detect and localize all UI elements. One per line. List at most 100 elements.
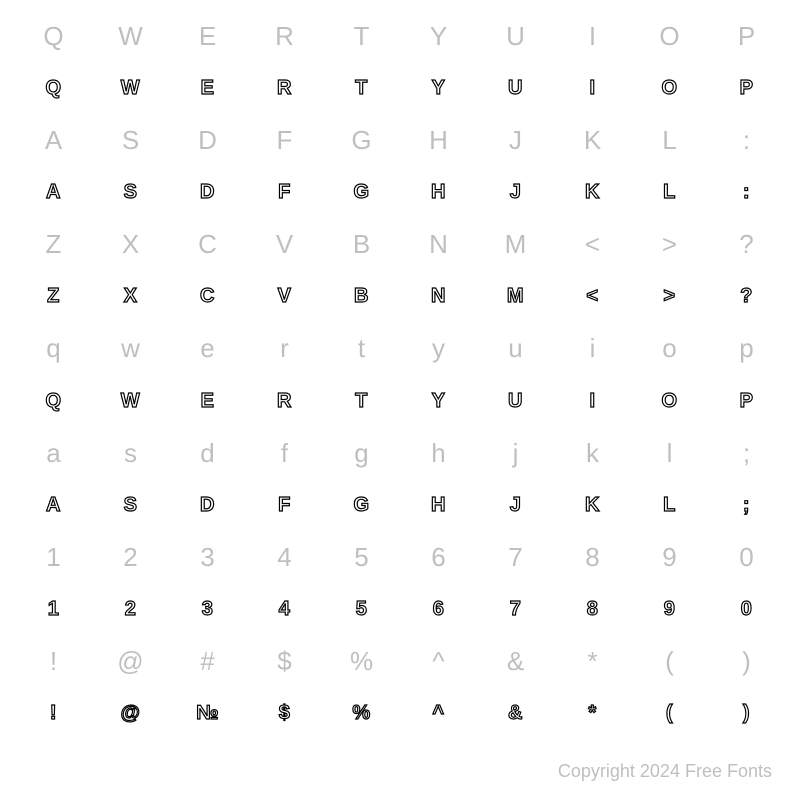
reference-glyph: ; xyxy=(743,438,750,469)
char-cell: ; xyxy=(708,479,785,531)
char-cell: ; xyxy=(708,427,785,479)
char-cell: T xyxy=(323,62,400,114)
char-cell: 0 xyxy=(708,531,785,583)
char-cell: w xyxy=(92,323,169,375)
char-cell: : xyxy=(708,114,785,166)
char-cell: r xyxy=(246,323,323,375)
reference-glyph: 5 xyxy=(354,542,368,573)
display-glyph: I xyxy=(589,77,595,100)
char-cell: D xyxy=(169,479,246,531)
reference-glyph: ) xyxy=(742,646,751,677)
char-cell: P xyxy=(708,62,785,114)
char-cell: 9 xyxy=(631,584,708,636)
display-glyph: W xyxy=(121,77,140,100)
display-glyph: W xyxy=(121,390,140,413)
char-cell: E xyxy=(169,10,246,62)
display-glyph: * xyxy=(588,702,596,725)
char-cell: e xyxy=(169,323,246,375)
reference-glyph: f xyxy=(281,438,288,469)
reference-glyph: % xyxy=(350,646,373,677)
char-cell: s xyxy=(92,427,169,479)
char-cell: 7 xyxy=(477,531,554,583)
display-glyph: J xyxy=(510,181,522,204)
reference-glyph: t xyxy=(358,333,365,364)
char-cell: H xyxy=(400,166,477,218)
char-cell: G xyxy=(323,114,400,166)
display-glyph: 2 xyxy=(125,598,137,621)
reference-glyph: l xyxy=(667,438,673,469)
reference-glyph: o xyxy=(662,333,676,364)
display-glyph: U xyxy=(508,390,523,413)
char-cell: O xyxy=(631,62,708,114)
char-cell: P xyxy=(708,375,785,427)
reference-glyph: y xyxy=(432,333,445,364)
char-cell: ! xyxy=(15,636,92,688)
char-cell: 8 xyxy=(554,531,631,583)
display-glyph: 4 xyxy=(279,598,291,621)
character-map-grid: QWERTYUIOPQWERTYUIOPASDFGHJKL:ASDFGHJKL:… xyxy=(0,0,800,740)
char-cell: X xyxy=(92,219,169,271)
display-glyph: J xyxy=(510,494,522,517)
char-cell: O xyxy=(631,375,708,427)
char-cell: 5 xyxy=(323,584,400,636)
display-glyph: T xyxy=(355,77,368,100)
char-cell: J xyxy=(477,114,554,166)
display-glyph: 1 xyxy=(48,598,60,621)
display-glyph: S xyxy=(124,181,138,204)
char-cell: f xyxy=(246,427,323,479)
char-cell: A xyxy=(15,166,92,218)
char-cell: R xyxy=(246,62,323,114)
char-cell: 4 xyxy=(246,531,323,583)
char-cell: E xyxy=(169,62,246,114)
char-cell: L xyxy=(631,479,708,531)
display-glyph: 0 xyxy=(741,598,753,621)
reference-glyph: O xyxy=(659,21,679,52)
char-cell: p xyxy=(708,323,785,375)
display-glyph: H xyxy=(431,181,446,204)
reference-glyph: 1 xyxy=(46,542,60,573)
reference-glyph: ! xyxy=(50,646,57,677)
reference-glyph: W xyxy=(118,21,143,52)
reference-glyph: R xyxy=(275,21,294,52)
char-cell: E xyxy=(169,375,246,427)
reference-glyph: u xyxy=(508,333,522,364)
display-glyph: T xyxy=(355,390,368,413)
display-glyph: U xyxy=(508,77,523,100)
reference-glyph: d xyxy=(200,438,214,469)
char-cell: Q xyxy=(15,62,92,114)
char-cell: 7 xyxy=(477,584,554,636)
reference-glyph: & xyxy=(507,646,524,677)
reference-glyph: h xyxy=(431,438,445,469)
display-glyph: D xyxy=(200,181,215,204)
char-cell: 1 xyxy=(15,531,92,583)
reference-glyph: ( xyxy=(665,646,674,677)
char-cell: @ xyxy=(92,636,169,688)
display-glyph: P xyxy=(740,390,754,413)
display-glyph: Y xyxy=(432,77,446,100)
display-glyph: P xyxy=(740,77,754,100)
char-cell: a xyxy=(15,427,92,479)
char-cell: % xyxy=(323,636,400,688)
display-glyph: A xyxy=(46,181,61,204)
reference-glyph: w xyxy=(121,333,140,364)
reference-glyph: 4 xyxy=(277,542,291,573)
display-glyph: O xyxy=(661,77,677,100)
reference-glyph: K xyxy=(584,125,601,156)
char-cell: G xyxy=(323,479,400,531)
char-cell: H xyxy=(400,479,477,531)
reference-glyph: M xyxy=(505,229,527,260)
display-glyph: F xyxy=(278,181,291,204)
reference-glyph: H xyxy=(429,125,448,156)
display-glyph: : xyxy=(743,181,750,204)
reference-glyph: P xyxy=(738,21,755,52)
char-cell: l xyxy=(631,427,708,479)
char-cell: C xyxy=(169,271,246,323)
reference-glyph: C xyxy=(198,229,217,260)
char-cell: 2 xyxy=(92,531,169,583)
char-cell: K xyxy=(554,479,631,531)
char-cell: % xyxy=(323,688,400,740)
reference-glyph: E xyxy=(199,21,216,52)
char-cell: > xyxy=(631,271,708,323)
char-cell: * xyxy=(554,688,631,740)
char-cell: T xyxy=(323,10,400,62)
